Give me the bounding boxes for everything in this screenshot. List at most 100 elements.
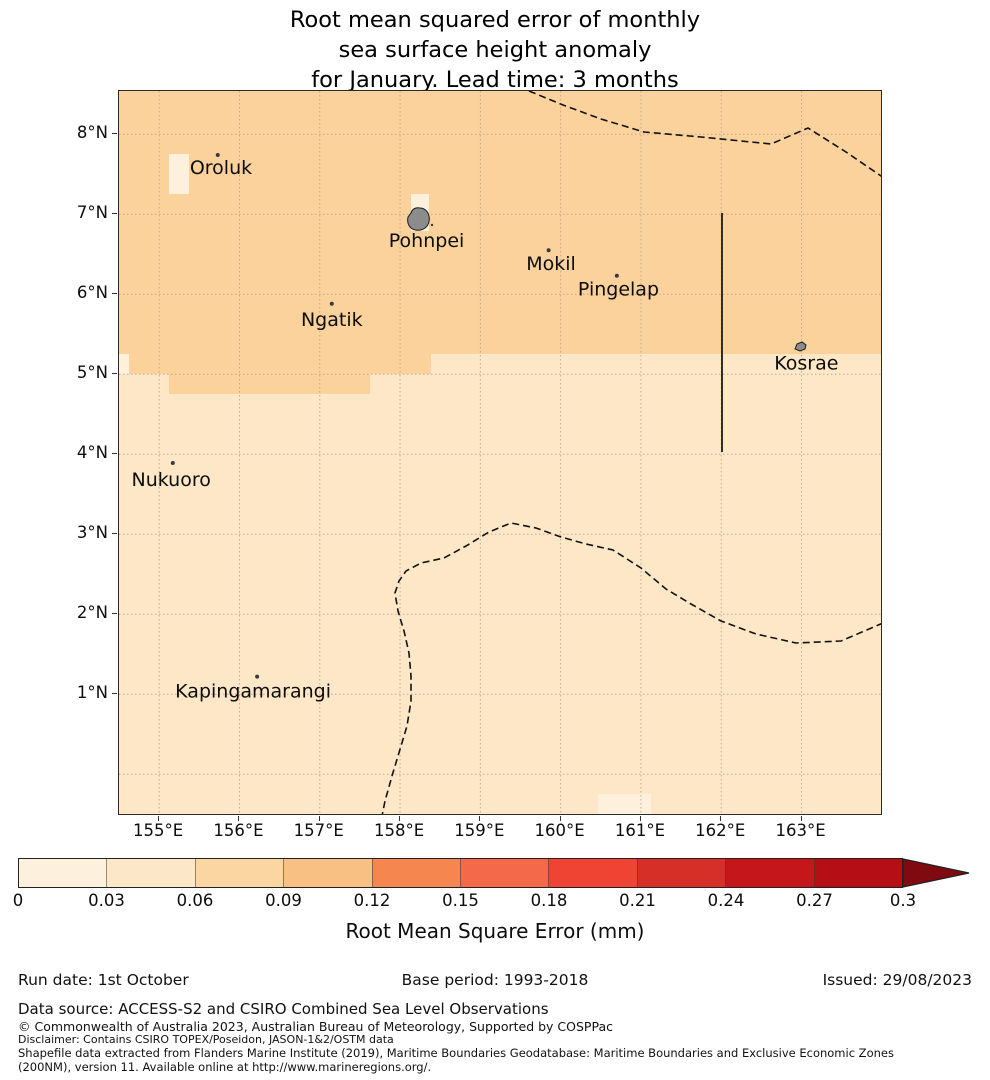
shapefile-attribution-line-2: (200NM), version 11. Available online at… bbox=[18, 1060, 432, 1074]
island-label-kapingamarangi: Kapingamarangi bbox=[175, 680, 331, 702]
x-tick-label-159e: 159°E bbox=[454, 821, 505, 840]
nukuoro-atoll-dot bbox=[170, 461, 175, 465]
x-tick-mark-163e bbox=[800, 816, 802, 821]
footer-row: Run date: 1st October Base period: 1993-… bbox=[18, 971, 972, 991]
colorbar-ticks: 0 0.03 0.06 0.09 0.12 0.15 0.18 0.21 0.24 0.27 0.3 bbox=[0, 891, 990, 913]
island-label-mokil: Mokil bbox=[526, 253, 576, 275]
island-markers bbox=[170, 153, 619, 679]
eez-boundary-south bbox=[381, 522, 881, 814]
colorbar-tick-0.27: 0.27 bbox=[796, 891, 833, 910]
issued-date-text: Issued: 29/08/2023 bbox=[822, 971, 972, 989]
colorbar-tick-0.12: 0.12 bbox=[353, 891, 391, 910]
x-tick-label-160e: 160°E bbox=[534, 821, 585, 840]
colorbar-segment-0.24-to-0.27 bbox=[725, 859, 814, 887]
y-tick-mark-3n bbox=[112, 533, 117, 535]
y-tick-label-5n: 5°N bbox=[76, 363, 108, 383]
colorbar-segment-0.18-to-0.21 bbox=[548, 859, 637, 887]
x-tick-label-161e: 161°E bbox=[614, 821, 666, 840]
chart-title-line-2: sea surface height anomaly bbox=[338, 37, 652, 63]
colorbar-segment-0-to-0.03 bbox=[19, 859, 107, 887]
y-tick-label-4n: 4°N bbox=[76, 443, 108, 463]
colorbar-title: Root Mean Square Error (mm) bbox=[345, 919, 645, 943]
x-tick-mark-161e bbox=[639, 816, 641, 821]
chart-title: Root mean squared error of monthly sea s… bbox=[0, 5, 990, 95]
pohnpei-islet-speck bbox=[430, 223, 434, 227]
chart-title-line-1: Root mean squared error of monthly bbox=[289, 7, 701, 33]
island-label-oroluk: Oroluk bbox=[190, 157, 252, 179]
eez-boundary-north bbox=[528, 91, 881, 177]
x-tick-mark-155e bbox=[158, 816, 160, 821]
copyright-text: © Commonwealth of Australia 2023, Austra… bbox=[18, 1019, 613, 1034]
island-label-ngatik: Ngatik bbox=[301, 309, 363, 331]
y-tick-mark-4n bbox=[112, 453, 117, 455]
x-tick-mark-158e bbox=[399, 816, 401, 821]
x-tick-mark-160e bbox=[559, 816, 561, 821]
y-tick-mark-8n bbox=[112, 133, 117, 135]
shapefile-attribution-line-1: Shapefile data extracted from Flanders M… bbox=[18, 1046, 894, 1060]
y-tick-label-8n: 8°N bbox=[76, 123, 108, 143]
colorbar-segment-0.12-to-0.15 bbox=[371, 859, 461, 887]
x-tick-mark-159e bbox=[479, 816, 481, 821]
colorbar-segment-0.09-to-0.12 bbox=[283, 859, 372, 887]
colorbar-segment-0.15-to-0.18 bbox=[460, 859, 549, 887]
sea-region-mid bbox=[119, 91, 881, 394]
map-canvas: Oroluk Pohnpei Mokil Pingelap Ngatik Kosrae Nu… bbox=[118, 90, 882, 815]
island-label-nukuoro: Nukuoro bbox=[132, 469, 211, 491]
x-tick-label-163e: 163°E bbox=[775, 821, 826, 840]
x-tick-mark-162e bbox=[720, 816, 722, 821]
y-tick-mark-6n bbox=[112, 293, 117, 295]
y-tick-mark-5n bbox=[112, 373, 117, 375]
colorbar-tick-0.21: 0.21 bbox=[619, 891, 656, 910]
pohnpei-island-shape bbox=[407, 207, 430, 231]
y-tick-label-6n: 6°N bbox=[76, 283, 108, 303]
x-tick-label-155e: 155°E bbox=[133, 821, 184, 840]
colorbar-tick-0.09: 0.09 bbox=[265, 891, 302, 910]
y-tick-mark-2n bbox=[112, 613, 117, 615]
colorbar-segment-0.21-to-0.24 bbox=[636, 859, 726, 887]
oroluk-atoll-dot bbox=[215, 153, 220, 157]
colorbar-tick-0.3: 0.3 bbox=[889, 891, 917, 910]
colorbar-arrow-triangle bbox=[903, 858, 970, 888]
island-shapes bbox=[407, 207, 807, 352]
y-tick-label-1n: 1°N bbox=[76, 683, 108, 703]
graticule-grid bbox=[119, 91, 881, 814]
y-tick-mark-7n bbox=[112, 213, 117, 215]
pingelap-atoll-dot bbox=[614, 273, 619, 278]
island-label-pingelap: Pingelap bbox=[578, 279, 659, 301]
y-tick-label-3n: 3°N bbox=[76, 523, 108, 543]
x-tick-label-158e: 158°E bbox=[373, 821, 425, 840]
mokil-atoll-dot bbox=[546, 248, 551, 253]
ngatik-atoll-dot bbox=[329, 301, 334, 306]
colorbar-tick-0: 0 bbox=[12, 891, 24, 910]
island-label-kosrae: Kosrae bbox=[774, 352, 838, 374]
y-tick-label-7n: 7°N bbox=[76, 203, 108, 223]
y-tick-mark-1n bbox=[112, 693, 117, 695]
y-tick-label-2n: 2°N bbox=[76, 603, 108, 623]
kapingamarangi-atoll-dot bbox=[255, 674, 260, 679]
colorbar-tick-0.06: 0.06 bbox=[176, 891, 214, 910]
colorbar-tick-0.03: 0.03 bbox=[88, 891, 125, 910]
base-period-text: Base period: 1993-2018 bbox=[401, 971, 589, 989]
x-tick-label-157e: 157°E bbox=[293, 821, 344, 840]
colorbar-tick-0.15: 0.15 bbox=[442, 891, 479, 910]
colorbar-arrow bbox=[903, 858, 970, 888]
x-tick-label-156e: 156°E bbox=[213, 821, 264, 840]
island-label-pohnpei: Pohnpei bbox=[389, 230, 465, 252]
chart-title-line-3: for January. Lead time: 3 months bbox=[311, 67, 679, 93]
colorbar-segment-0.27-to-0.3 bbox=[813, 859, 903, 887]
colorbar-segment-0.03-to-0.06 bbox=[106, 859, 195, 887]
run-date-text: Run date: 1st October bbox=[18, 971, 189, 989]
kosrae-island-shape bbox=[794, 341, 807, 352]
data-source-text: Data source: ACCESS-S2 and CSIRO Combine… bbox=[18, 1000, 549, 1018]
colorbar-tick-0.24: 0.24 bbox=[707, 891, 745, 910]
colorbar-tick-0.18: 0.18 bbox=[530, 891, 568, 910]
colorbar bbox=[18, 858, 903, 888]
colorbar-segment-0.06-to-0.09 bbox=[194, 859, 284, 887]
disclaimer-text: Disclaimer: Contains CSIRO TOPEX/Poseido… bbox=[18, 1033, 394, 1046]
x-tick-mark-156e bbox=[238, 816, 240, 821]
x-tick-mark-157e bbox=[318, 816, 320, 821]
x-tick-label-162e: 162°E bbox=[695, 821, 746, 840]
